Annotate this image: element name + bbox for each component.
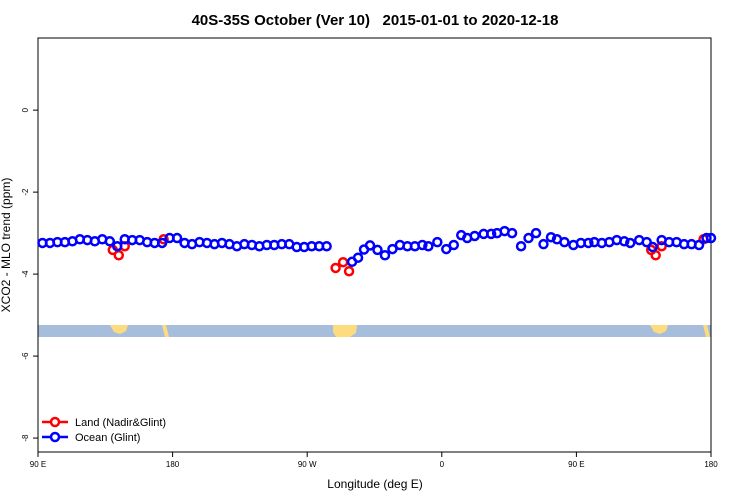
point — [343, 265, 355, 277]
legend-label: Ocean (Glint) — [75, 432, 140, 444]
point — [379, 249, 391, 261]
point — [364, 240, 376, 251]
point — [705, 232, 717, 244]
legend-marker — [49, 431, 61, 443]
point — [641, 236, 652, 248]
point — [619, 236, 630, 247]
point — [441, 243, 452, 255]
point — [583, 237, 594, 249]
point — [693, 239, 705, 251]
x-tick-label: 90 E — [30, 460, 46, 469]
point — [538, 238, 549, 250]
point — [156, 237, 168, 249]
point — [112, 240, 123, 252]
point — [647, 241, 658, 253]
ocean-strip — [38, 325, 711, 337]
point — [515, 240, 527, 252]
point — [448, 239, 460, 251]
x-tick-label: 90 E — [568, 460, 584, 469]
point — [113, 249, 125, 261]
y-tick-label: 0 — [21, 107, 30, 112]
legend-marker — [49, 416, 61, 428]
chart-title: 40S-35S October (Ver 10) 2015-01-01 to 2… — [192, 12, 559, 29]
point — [523, 232, 534, 244]
x-axis-label: Longitude (deg E) — [327, 477, 422, 491]
point — [469, 230, 480, 242]
x-tick-label: 180 — [166, 460, 180, 469]
map-strip — [38, 325, 711, 337]
y-tick-label: -6 — [21, 352, 30, 360]
point — [559, 236, 570, 248]
y-axis-label: XCO2 - MLO trend (ppm) — [0, 178, 13, 313]
x-tick-label: 90 W — [298, 460, 317, 469]
point — [372, 244, 383, 256]
point — [171, 232, 183, 244]
y-tick-label: -4 — [21, 270, 30, 278]
point — [104, 236, 116, 247]
point — [417, 239, 428, 251]
point — [485, 228, 497, 240]
point — [387, 243, 398, 255]
land-shape — [650, 325, 668, 334]
land-shape — [110, 325, 128, 334]
x-tick-label: 180 — [704, 460, 718, 469]
point — [423, 240, 434, 252]
x-tick-label: 0 — [440, 460, 445, 469]
point — [701, 232, 712, 244]
point — [330, 262, 341, 274]
point — [530, 227, 542, 239]
land-shape — [703, 325, 710, 337]
point — [321, 240, 332, 252]
y-tick-label: -8 — [21, 434, 30, 442]
land-shape — [333, 325, 357, 337]
point — [624, 237, 636, 249]
point — [506, 227, 518, 239]
legend-label: Land (Nadir&Glint) — [75, 417, 166, 429]
point — [352, 252, 364, 263]
y-tick-label: -2 — [21, 188, 30, 196]
land-shape — [162, 325, 169, 337]
point — [545, 231, 557, 243]
point — [650, 249, 661, 261]
point — [432, 236, 443, 248]
point — [337, 256, 349, 268]
